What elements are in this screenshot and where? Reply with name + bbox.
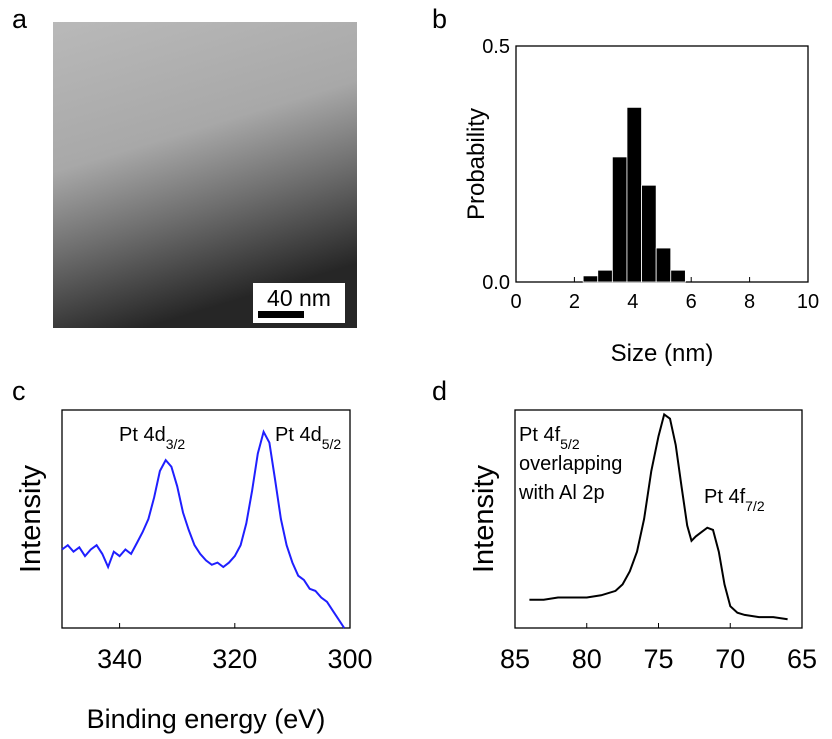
x-tick-label: 70: [715, 644, 745, 674]
annotation-line: with Al 2p: [518, 482, 605, 504]
annotation-subscript: 5/2: [322, 436, 342, 452]
annotation-subscript: 3/2: [166, 436, 186, 452]
panel-label: b: [432, 4, 447, 34]
panel-label: a: [12, 4, 28, 34]
annotation-text: Pt 4d: [275, 424, 322, 446]
x-axis-label: Size (nm): [611, 340, 714, 367]
x-tick-label: 65: [787, 644, 817, 674]
x-tick-label: 10: [797, 291, 819, 313]
y-axis-label: Intensity: [15, 465, 47, 573]
x-tick-label: 4: [627, 291, 638, 313]
histogram-bar: [626, 106, 642, 283]
histogram-bar: [582, 275, 599, 283]
peak-annotation: Pt 4d3/2: [119, 424, 185, 452]
x-tick-label: 8: [744, 291, 755, 313]
x-tick-label: 2: [569, 291, 580, 313]
y-axis-label: Probability: [463, 108, 490, 220]
histogram-bar: [655, 247, 672, 283]
peak-annotation: Pt 4d5/2: [275, 424, 341, 452]
plot-frame: [61, 409, 351, 629]
x-tick-label: 80: [572, 644, 602, 674]
annotation-subscript: 7/2: [745, 498, 765, 514]
tem-image: [53, 22, 357, 328]
x-tick-label: 320: [212, 644, 257, 674]
histogram-bar: [611, 156, 628, 283]
histogram-bar: [597, 269, 613, 283]
x-tick-label: 75: [643, 644, 673, 674]
plot-frame: [515, 45, 809, 283]
annotation-text: Pt 4f: [519, 424, 561, 446]
annotation-subscript: 5/2: [560, 436, 580, 452]
x-tick-label: 6: [686, 291, 697, 313]
y-tick-label: 0.5: [482, 36, 510, 58]
spectrum-line: [529, 412, 788, 621]
x-tick-label: 300: [327, 644, 372, 674]
y-tick-label: 0.0: [482, 272, 510, 294]
annotation-text: Pt 4d: [119, 424, 166, 446]
histogram-bar: [670, 269, 686, 283]
x-tick-label: 0: [510, 291, 521, 313]
y-axis-label: Intensity: [468, 465, 500, 573]
scale-bar: [258, 311, 304, 318]
panel-label: c: [12, 376, 26, 406]
x-tick-label: 340: [97, 644, 142, 674]
annotation-line: overlapping: [519, 453, 622, 475]
histogram-bar: [641, 184, 657, 283]
peak-annotation: Pt 4f7/2: [704, 486, 765, 514]
panel-label: d: [432, 376, 447, 406]
peak-annotation: Pt 4f5/2: [519, 424, 580, 452]
x-tick-label: 85: [500, 644, 530, 674]
annotation-text: Pt 4f: [704, 486, 746, 508]
spectrum-line: [61, 429, 346, 629]
x-axis-label: Binding energy (eV): [87, 704, 326, 734]
scale-bar-label: 40 nm: [267, 285, 331, 311]
